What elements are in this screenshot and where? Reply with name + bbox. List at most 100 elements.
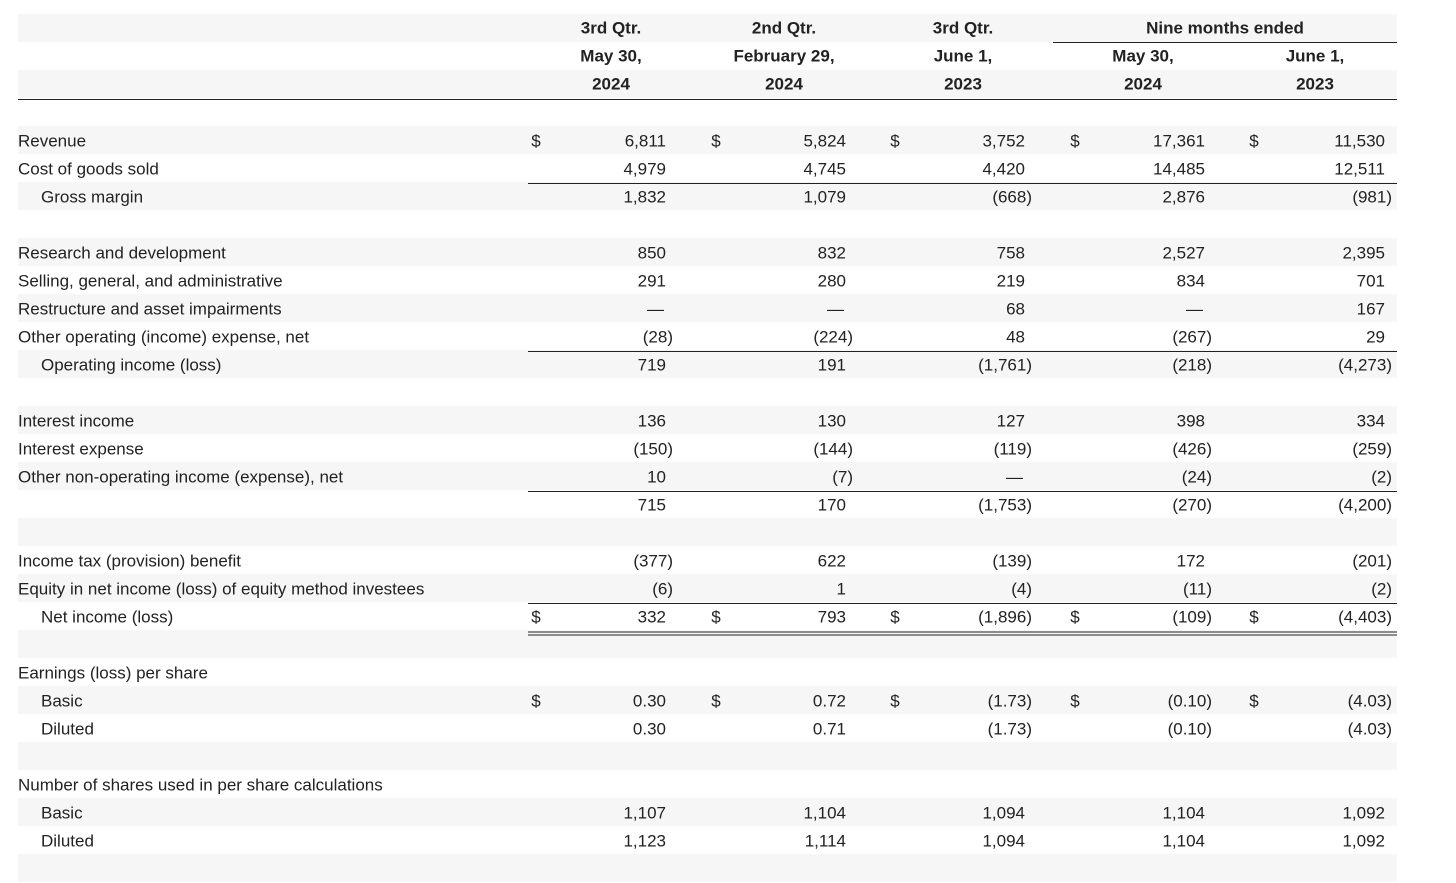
- cell-value: (119): [994, 439, 1032, 458]
- currency-sign: $: [1249, 607, 1259, 626]
- group-header: Nine months ended: [1146, 18, 1304, 37]
- row-label: Interest expense: [18, 439, 144, 458]
- currency-sign: $: [890, 131, 900, 150]
- cell-value: 291: [638, 271, 666, 290]
- cell-value: (668): [992, 187, 1032, 206]
- cell-value: 3,752: [982, 131, 1025, 150]
- cell-value: 622: [818, 551, 846, 570]
- row-label: Equity in net income (loss) of equity me…: [18, 579, 424, 598]
- cell-value: (2): [1371, 579, 1392, 598]
- cell-value: (139): [992, 551, 1032, 570]
- column-header: June 1,: [934, 46, 993, 65]
- cell-value: 219: [997, 271, 1025, 290]
- column-header: May 30,: [580, 46, 641, 65]
- cell-value: (6): [652, 579, 673, 598]
- cell-value: 12,511: [1334, 159, 1385, 178]
- row-stripe: [18, 686, 1397, 714]
- cell-value: 1,094: [982, 831, 1025, 850]
- currency-sign: $: [531, 607, 541, 626]
- cell-value: (1.73): [988, 691, 1032, 710]
- currency-sign: $: [1070, 607, 1080, 626]
- cell-value: 1,107: [623, 803, 666, 822]
- cell-value: 280: [818, 271, 846, 290]
- cell-value: 17,361: [1153, 131, 1205, 150]
- row-stripe: [18, 462, 1397, 490]
- cell-value: 48: [1006, 327, 1025, 346]
- cell-value: 758: [997, 243, 1025, 262]
- cell-value: (150): [633, 439, 673, 458]
- cell-value: 2,527: [1162, 243, 1205, 262]
- column-header: 2023: [944, 74, 982, 93]
- row-stripe: [18, 854, 1397, 882]
- row-stripe: [18, 182, 1397, 210]
- cell-value: 1,104: [1162, 803, 1205, 822]
- row-stripe: [18, 406, 1397, 434]
- row-stripe: [18, 294, 1397, 322]
- cell-value: 832: [818, 243, 846, 262]
- cell-value: 5,824: [803, 131, 846, 150]
- cell-value: 1: [837, 579, 846, 598]
- currency-sign: $: [531, 131, 541, 150]
- cell-value: 4,420: [982, 159, 1025, 178]
- row-label: Research and development: [18, 243, 226, 262]
- row-label: Interest income: [18, 411, 134, 430]
- currency-sign: $: [711, 607, 721, 626]
- cell-value: 1,104: [803, 803, 846, 822]
- cell-value: 332: [638, 607, 666, 626]
- cell-value: (4,273): [1338, 355, 1392, 374]
- row-label: Income tax (provision) benefit: [18, 551, 241, 570]
- row-stripe: [18, 798, 1397, 826]
- row-label: Net income (loss): [41, 607, 173, 626]
- cell-value: 127: [997, 411, 1025, 430]
- currency-sign: $: [890, 691, 900, 710]
- cell-value: 1,104: [1162, 831, 1205, 850]
- cell-value: 29: [1366, 327, 1385, 346]
- cell-value: 172: [1177, 551, 1205, 570]
- cell-value: 1,114: [805, 831, 846, 850]
- cell-value: 6,811: [625, 131, 666, 150]
- cell-value: (11): [1183, 579, 1212, 598]
- currency-sign: $: [711, 691, 721, 710]
- currency-sign: $: [531, 691, 541, 710]
- cell-value: (4,200): [1338, 495, 1392, 514]
- currency-sign: $: [890, 607, 900, 626]
- cell-value: (1,753): [978, 495, 1032, 514]
- column-header: 3rd Qtr.: [933, 18, 993, 37]
- cell-value: —: [647, 299, 664, 318]
- cell-value: 68: [1006, 299, 1025, 318]
- cell-value: 0.30: [633, 719, 666, 738]
- cell-value: —: [1006, 467, 1023, 486]
- cell-value: 334: [1357, 411, 1385, 430]
- row-label: Diluted: [41, 831, 94, 850]
- cell-value: 834: [1177, 271, 1205, 290]
- cell-value: 850: [638, 243, 666, 262]
- cell-value: 167: [1357, 299, 1385, 318]
- cell-value: (1.73): [988, 719, 1032, 738]
- cell-value: (1,896): [978, 607, 1032, 626]
- cell-value: (24): [1182, 467, 1212, 486]
- cell-value: 10: [647, 467, 666, 486]
- cell-value: (201): [1352, 551, 1392, 570]
- cell-value: 719: [638, 355, 666, 374]
- cell-value: (426): [1172, 439, 1212, 458]
- cell-value: —: [827, 299, 844, 318]
- cell-value: 1,832: [623, 187, 666, 206]
- row-stripe: [18, 14, 1397, 42]
- cell-value: 2,395: [1342, 243, 1385, 262]
- row-label: Basic: [41, 803, 83, 822]
- column-header: 3rd Qtr.: [581, 18, 641, 37]
- row-stripe: [18, 350, 1397, 378]
- column-header: 2024: [1124, 74, 1162, 93]
- cell-value: 191: [818, 355, 846, 374]
- column-header: 2024: [592, 74, 630, 93]
- cell-value: 136: [638, 411, 666, 430]
- currency-sign: $: [711, 131, 721, 150]
- row-label: Selling, general, and administrative: [18, 271, 283, 290]
- cell-value: (270): [1172, 495, 1212, 514]
- row-label: Diluted: [41, 719, 94, 738]
- currency-sign: $: [1070, 691, 1080, 710]
- row-stripe: [18, 238, 1397, 266]
- cell-value: —: [1186, 299, 1203, 318]
